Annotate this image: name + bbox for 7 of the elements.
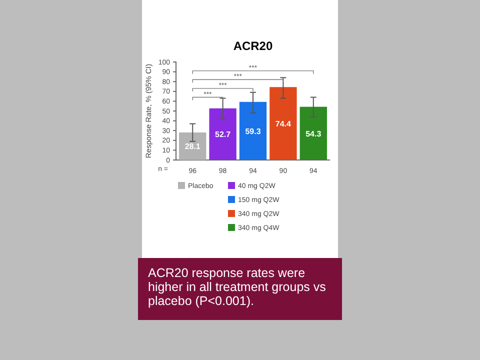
chart-title: ACR20 [233,39,273,53]
data-label: 54.3 [306,129,322,138]
data-label: 59.3 [245,126,262,136]
data-label: 52.7 [215,130,232,140]
text: ACR20 response rates were higher in all treatment groups vs placebo (P<0.001). [138,258,342,320]
data-label: 28.1 [184,142,201,152]
data-label: 74.4 [275,120,292,129]
